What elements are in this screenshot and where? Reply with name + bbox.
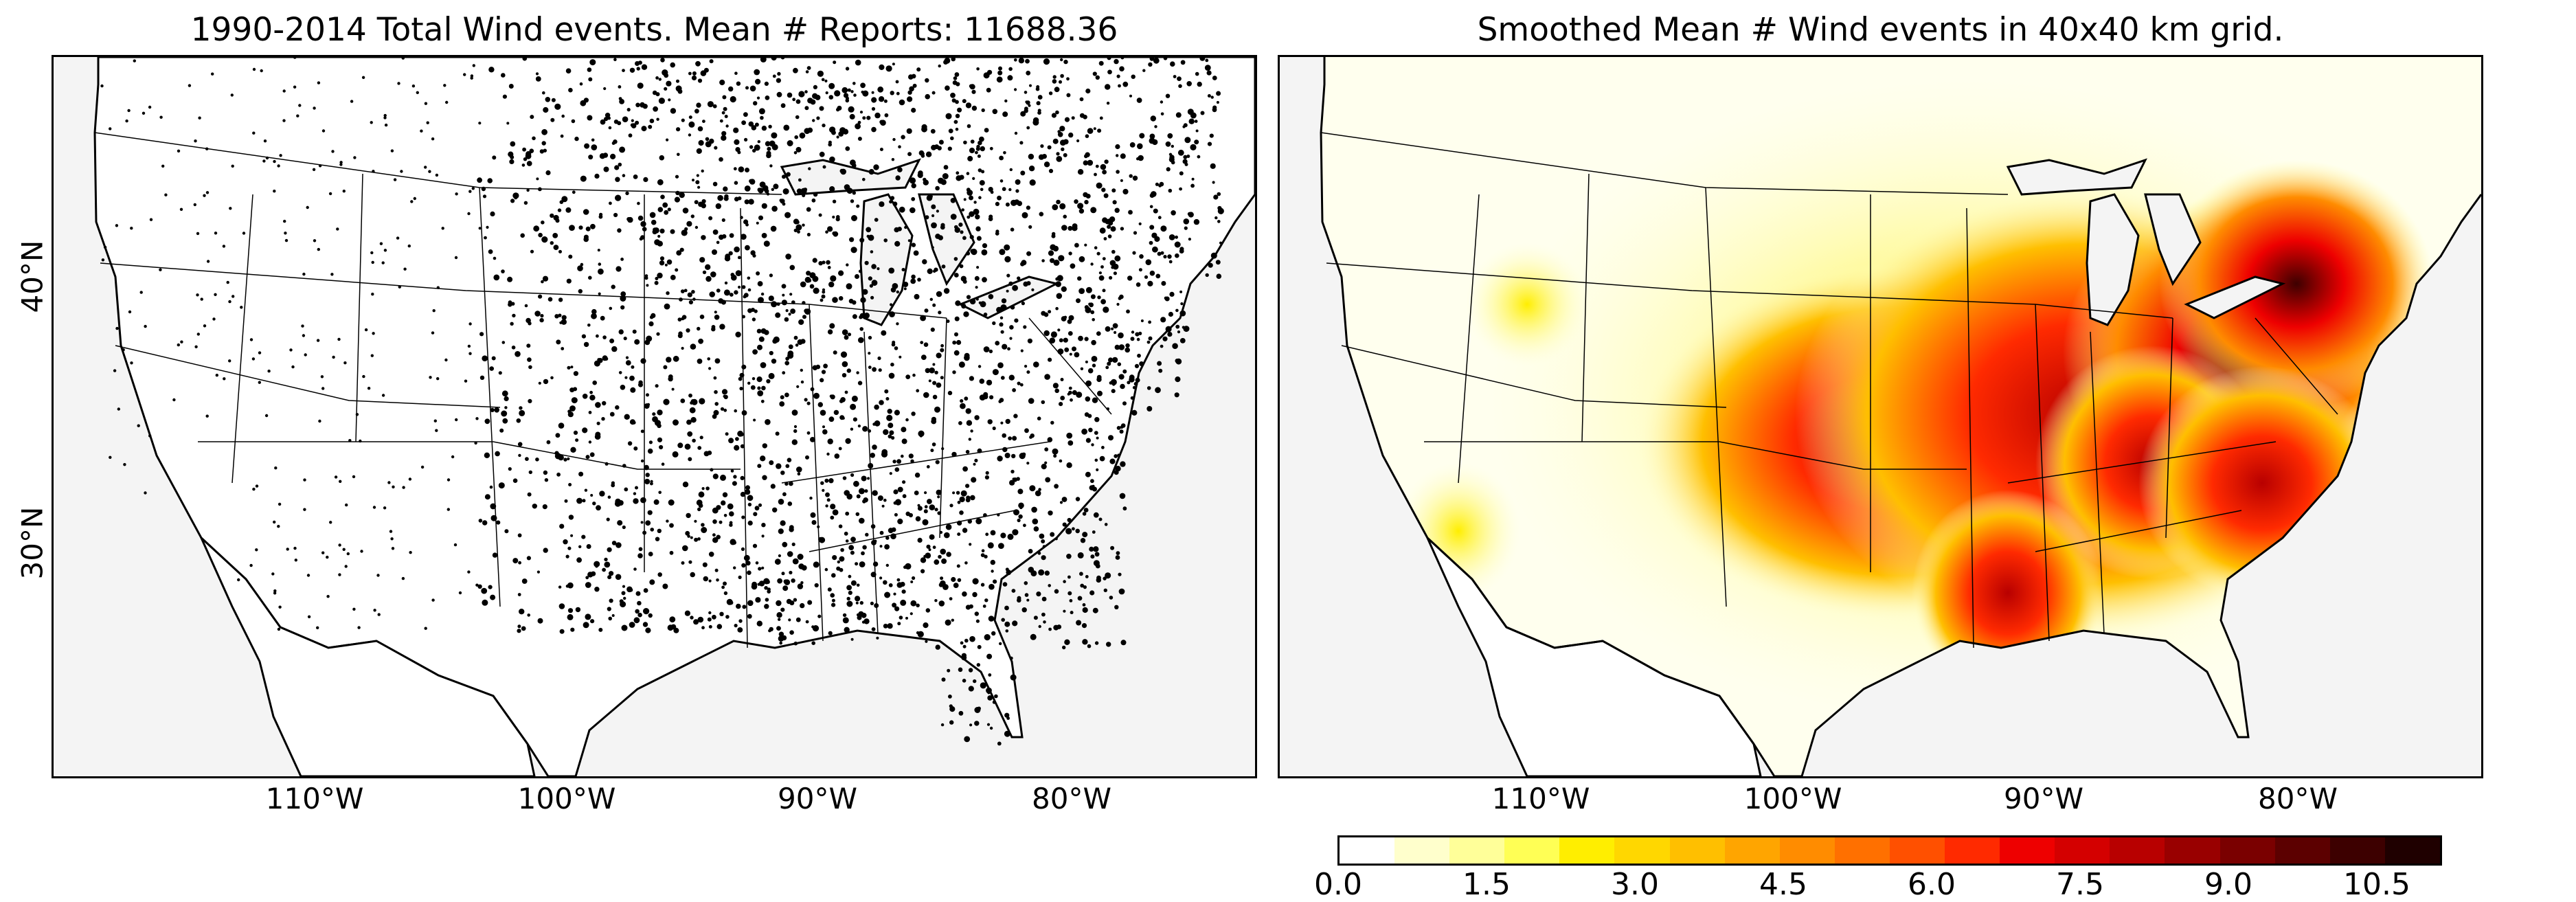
colorbar-segment <box>2055 837 2110 864</box>
colorbar <box>1337 835 2442 866</box>
left-lon-90w: 90°W <box>778 782 857 815</box>
smoothed-wind-heatmap <box>1278 55 2483 778</box>
colorbar-tick-4: 6.0 <box>1908 867 1956 902</box>
right-lon-100w: 100°W <box>1743 782 1842 815</box>
colorbar-segment <box>1724 837 1780 864</box>
great-lake-huron-erie <box>2144 193 2286 319</box>
colorbar-segment <box>1834 837 1890 864</box>
colorbar-segment <box>2219 837 2275 864</box>
colorbar-segment <box>1559 837 1615 864</box>
colorbar-segment <box>1614 837 1670 864</box>
state-borders <box>94 132 1112 649</box>
right-lon-80w: 80°W <box>2258 782 2338 815</box>
mexico-landmass <box>200 537 536 776</box>
colorbar-gradient <box>1340 837 2440 864</box>
colorbar-tick-5: 7.5 <box>2056 867 2104 902</box>
state-borders <box>1320 132 2338 649</box>
colorbar-segment <box>2274 837 2330 864</box>
colorbar-segment <box>1669 837 1725 864</box>
colorbar-segment <box>1504 837 1560 864</box>
colorbar-segment <box>1394 837 1450 864</box>
colorbar-segment <box>2384 837 2440 864</box>
lat-label-40n: 40°N <box>15 240 49 313</box>
colorbar-tick-1: 1.5 <box>1462 867 1511 902</box>
wind-report-points <box>100 57 1224 746</box>
right-lon-110w: 110°W <box>1491 782 1590 815</box>
right-map-title: Smoothed Mean # Wind events in 40x40 km … <box>1477 11 2284 49</box>
us-coastline <box>1320 57 2481 776</box>
colorbar-segment <box>1449 837 1505 864</box>
left-map-title: 1990-2014 Total Wind events. Mean # Repo… <box>190 11 1118 49</box>
colorbar-tick-2: 3.0 <box>1611 867 1659 902</box>
colorbar-segment <box>2165 837 2220 864</box>
colorbar-segment <box>2110 837 2165 864</box>
colorbar-segment <box>1889 837 1945 864</box>
colorbar-tick-7: 10.5 <box>2343 867 2410 902</box>
great-lake-superior <box>2006 158 2147 196</box>
colorbar-tick-0: 0.0 <box>1314 867 1362 902</box>
right-lon-90w: 90°W <box>2004 782 2083 815</box>
colorbar-tick-3: 4.5 <box>1759 867 1807 902</box>
left-lon-110w: 110°W <box>265 782 364 815</box>
left-lon-80w: 80°W <box>1032 782 1111 815</box>
colorbar-tick-6: 9.0 <box>2204 867 2252 902</box>
great-lake-michigan <box>2086 193 2140 326</box>
heat-contours <box>1397 78 2448 723</box>
colorbar-segment <box>1779 837 1835 864</box>
colorbar-segment <box>1340 837 1395 864</box>
lat-label-30n: 30°N <box>15 506 49 580</box>
wind-reports-dot-map <box>52 55 1257 778</box>
colorbar-segment <box>1945 837 2000 864</box>
left-lon-100w: 100°W <box>517 782 616 815</box>
colorbar-segment <box>2000 837 2055 864</box>
colorbar-segment <box>2329 837 2385 864</box>
